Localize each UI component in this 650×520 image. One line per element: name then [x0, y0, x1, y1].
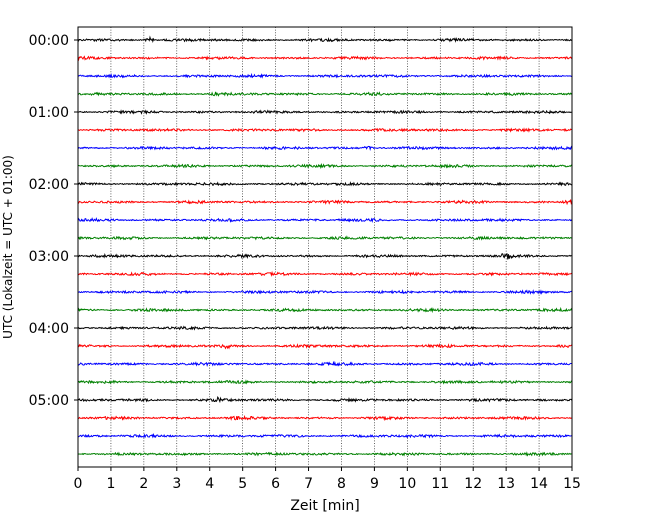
y-axis-label: UTC (Lokalzeit = UTC + 01:00) — [1, 155, 15, 339]
trace-line — [77, 306, 573, 314]
x-tick-label: 9 — [370, 476, 379, 492]
trace-line — [77, 342, 573, 350]
x-tick-label: 14 — [530, 476, 548, 492]
trace-line — [77, 253, 573, 260]
trace-line — [77, 109, 573, 115]
trace-line — [77, 396, 573, 404]
trace-line — [77, 414, 573, 422]
trace-line — [77, 145, 573, 152]
grid-layer — [110, 27, 540, 467]
x-tick-label: 8 — [337, 476, 346, 492]
trace-line — [77, 162, 573, 170]
trace-layer — [77, 35, 573, 457]
trace-line — [77, 72, 573, 79]
trace-line — [77, 270, 573, 278]
y-tick-label: 01:00 — [29, 105, 69, 121]
x-tick-label: 11 — [431, 476, 449, 492]
trace-line — [77, 432, 573, 439]
trace-line — [77, 451, 573, 457]
x-tick-label: 10 — [398, 476, 416, 492]
x-tick-label: 12 — [464, 476, 482, 492]
trace-line — [77, 217, 573, 223]
trace-line — [77, 55, 573, 62]
trace-line — [77, 181, 573, 187]
y-axis: 00:00 01:00 02:00 03:00 04:00 05:00 — [29, 33, 78, 409]
y-tick-label: 02:00 — [29, 177, 69, 193]
x-tick-label: 2 — [139, 476, 148, 492]
x-tick-label: 13 — [497, 476, 515, 492]
trace-line — [77, 289, 573, 295]
trace-line — [77, 235, 573, 241]
y-tick-label: 05:00 — [29, 393, 69, 409]
x-tick-label: 15 — [563, 476, 581, 492]
trace-line — [77, 91, 573, 97]
trace-line — [77, 127, 573, 133]
x-axis: 0 1 2 3 4 5 6 7 8 9 10 11 12 13 14 15 — [74, 467, 581, 492]
x-tick-label: 7 — [304, 476, 313, 492]
x-tick-label: 5 — [238, 476, 247, 492]
y-tick-label: 04:00 — [29, 321, 69, 337]
trace-line — [77, 199, 573, 206]
x-tick-label: 0 — [74, 476, 83, 492]
plot-frame — [77, 26, 573, 468]
y-tick-label: 00:00 — [29, 33, 69, 49]
x-tick-label: 4 — [205, 476, 214, 492]
trace-line — [77, 379, 573, 385]
trace-line — [77, 325, 573, 331]
trace-line — [77, 360, 573, 367]
y-tick-label: 03:00 — [29, 249, 69, 265]
x-tick-label: 3 — [172, 476, 181, 492]
x-axis-label: Zeit [min] — [290, 498, 359, 514]
x-tick-label: 6 — [271, 476, 280, 492]
trace-line — [77, 35, 573, 43]
x-tick-label: 1 — [106, 476, 115, 492]
